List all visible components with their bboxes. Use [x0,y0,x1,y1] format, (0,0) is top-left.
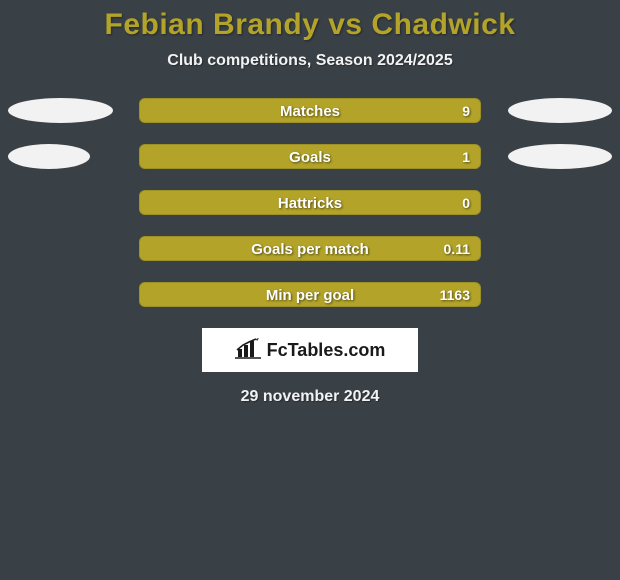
stat-label: Min per goal [140,283,480,306]
stat-row: Min per goal 1163 [0,282,620,308]
stat-value: 0.11 [444,237,470,262]
right-ellipse [508,98,612,123]
stat-rows: Matches 9 Goals 1 Hattricks 0 [0,98,620,308]
stat-bar: Goals per match 0.11 [139,236,481,261]
stat-bar: Hattricks 0 [139,190,481,215]
stat-row: Goals 1 [0,144,620,170]
stat-label: Matches [140,99,480,122]
page-title: Febian Brandy vs Chadwick [0,0,620,42]
stat-row: Matches 9 [0,98,620,124]
stat-label: Goals [140,145,480,168]
right-ellipse [508,144,612,169]
bar-chart-icon [235,337,261,364]
stat-bar: Matches 9 [139,98,481,123]
brand-box: FcTables.com [202,328,418,372]
stat-value: 1 [462,145,470,170]
stat-label: Goals per match [140,237,480,260]
stat-value: 9 [462,99,470,124]
stat-bar: Goals 1 [139,144,481,169]
stat-row: Hattricks 0 [0,190,620,216]
brand-text: FcTables.com [267,340,386,361]
left-ellipse [8,98,113,123]
stat-value: 1163 [440,283,470,308]
stat-bar: Min per goal 1163 [139,282,481,307]
page-subtitle: Club competitions, Season 2024/2025 [0,52,620,70]
comparison-infographic: Febian Brandy vs Chadwick Club competiti… [0,0,620,580]
stat-value: 0 [462,191,470,216]
date-text: 29 november 2024 [0,388,620,406]
stat-label: Hattricks [140,191,480,214]
stat-row: Goals per match 0.11 [0,236,620,262]
left-ellipse [8,144,90,169]
